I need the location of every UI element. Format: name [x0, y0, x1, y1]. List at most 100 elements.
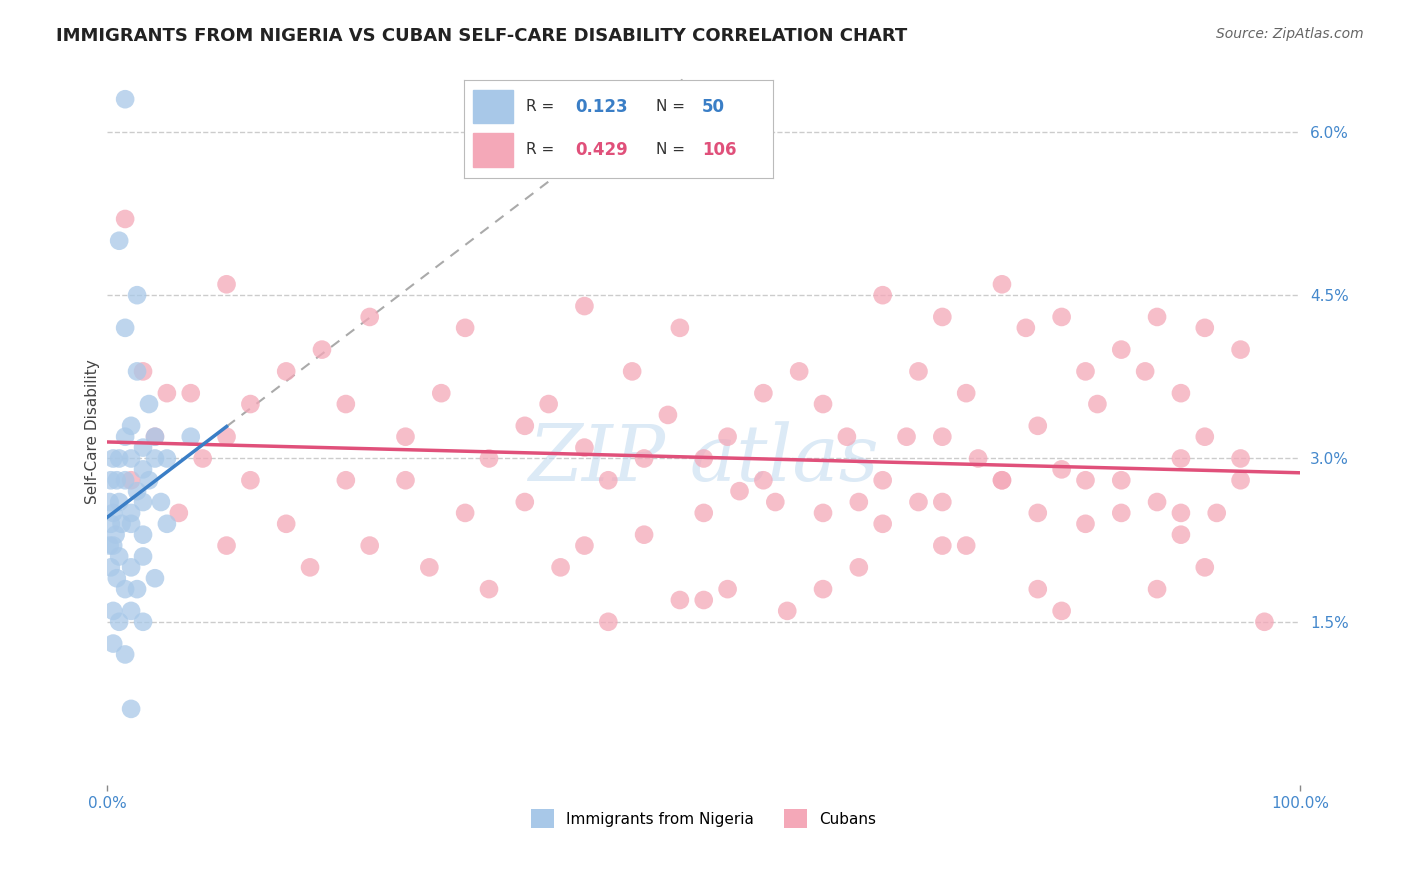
Point	[1229, 451, 1251, 466]
Point	[513, 418, 536, 433]
Point	[125, 582, 148, 596]
Text: 50: 50	[702, 98, 725, 116]
Point	[633, 451, 655, 466]
Point	[156, 451, 179, 466]
Point	[215, 277, 238, 292]
Point	[299, 560, 322, 574]
Point	[1205, 506, 1227, 520]
Point	[574, 539, 596, 553]
Point	[955, 539, 977, 553]
Point	[132, 462, 155, 476]
Point	[359, 539, 381, 553]
Point	[100, 516, 122, 531]
Point	[967, 451, 990, 466]
Point	[1170, 451, 1192, 466]
Text: ZIP atlas: ZIP atlas	[529, 421, 879, 498]
Point	[848, 495, 870, 509]
Point	[1109, 506, 1132, 520]
Point	[574, 441, 596, 455]
Point	[156, 516, 179, 531]
Point	[835, 430, 858, 444]
Text: 0.429: 0.429	[575, 141, 628, 159]
Text: N =: N =	[655, 143, 689, 158]
Text: IMMIGRANTS FROM NIGERIA VS CUBAN SELF-CARE DISABILITY CORRELATION CHART: IMMIGRANTS FROM NIGERIA VS CUBAN SELF-CA…	[56, 27, 907, 45]
Point	[991, 277, 1014, 292]
Point	[103, 539, 125, 553]
Point	[132, 364, 155, 378]
Point	[1170, 386, 1192, 401]
Point	[478, 451, 501, 466]
Point	[335, 473, 357, 487]
Point	[598, 473, 620, 487]
Point	[931, 539, 953, 553]
Point	[276, 364, 298, 378]
Point	[120, 506, 142, 520]
Point	[752, 473, 775, 487]
Point	[108, 615, 131, 629]
Point	[907, 364, 929, 378]
Point	[1133, 364, 1156, 378]
Point	[763, 495, 786, 509]
Point	[1074, 364, 1097, 378]
Point	[931, 430, 953, 444]
Point	[100, 560, 122, 574]
Point	[991, 473, 1014, 487]
Point	[787, 364, 810, 378]
Point	[478, 582, 501, 596]
Point	[693, 593, 716, 607]
Point	[125, 288, 148, 302]
Point	[669, 593, 692, 607]
Point	[693, 451, 716, 466]
Point	[156, 386, 179, 401]
Legend: Immigrants from Nigeria, Cubans: Immigrants from Nigeria, Cubans	[524, 803, 883, 834]
Point	[98, 539, 121, 553]
Point	[1074, 473, 1097, 487]
Point	[120, 604, 142, 618]
Y-axis label: Self-Care Disability: Self-Care Disability	[86, 359, 100, 504]
Point	[120, 473, 142, 487]
Point	[120, 516, 142, 531]
Point	[418, 560, 440, 574]
Point	[132, 549, 155, 564]
Point	[125, 484, 148, 499]
Point	[149, 495, 172, 509]
Point	[132, 615, 155, 629]
Point	[513, 495, 536, 509]
Point	[907, 495, 929, 509]
Point	[1253, 615, 1275, 629]
Point	[1194, 321, 1216, 335]
Bar	[474, 90, 513, 123]
Point	[114, 473, 136, 487]
Point	[872, 516, 894, 531]
Point	[1194, 430, 1216, 444]
Point	[693, 506, 716, 520]
Point	[110, 516, 132, 531]
Point	[1015, 321, 1038, 335]
Text: Source: ZipAtlas.com: Source: ZipAtlas.com	[1216, 27, 1364, 41]
Point	[657, 408, 679, 422]
Point	[1146, 582, 1168, 596]
Point	[574, 299, 596, 313]
Text: N =: N =	[655, 99, 689, 114]
Point	[811, 397, 834, 411]
Point	[104, 527, 127, 541]
Point	[108, 549, 131, 564]
Point	[931, 310, 953, 324]
Point	[120, 418, 142, 433]
Point	[716, 582, 738, 596]
Point	[811, 506, 834, 520]
Point	[311, 343, 333, 357]
Point	[167, 506, 190, 520]
Point	[896, 430, 918, 444]
Point	[120, 702, 142, 716]
Point	[1229, 473, 1251, 487]
Point	[215, 430, 238, 444]
Point	[215, 539, 238, 553]
Point	[98, 495, 121, 509]
Point	[728, 484, 751, 499]
Text: R =: R =	[526, 143, 560, 158]
Point	[108, 234, 131, 248]
Point	[1074, 516, 1097, 531]
Point	[1170, 527, 1192, 541]
Point	[143, 571, 166, 585]
